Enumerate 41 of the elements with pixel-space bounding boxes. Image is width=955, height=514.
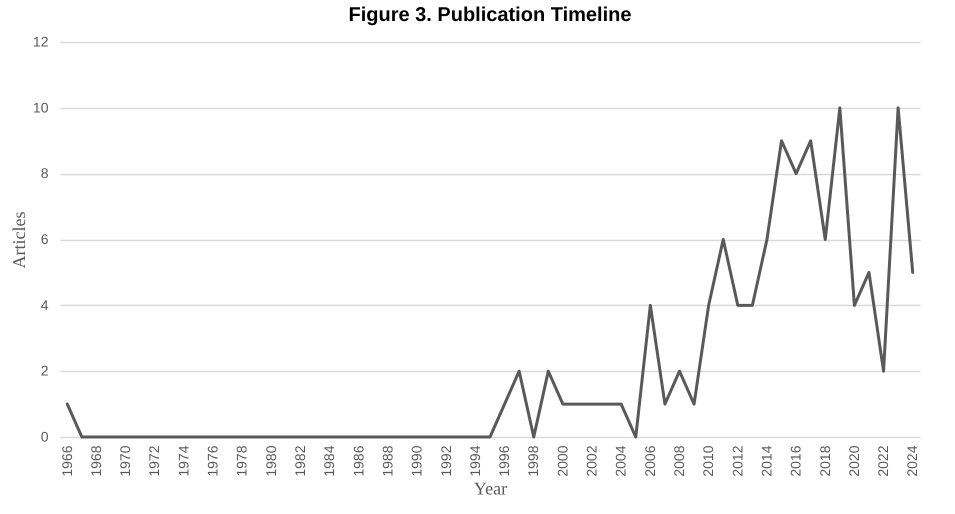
y-tick-label: 4 — [40, 296, 49, 313]
x-tick-label: 2022 — [875, 445, 892, 477]
y-tick-label: 10 — [32, 99, 49, 116]
x-tick-label: 1990 — [408, 445, 425, 477]
x-tick-label: 1996 — [496, 445, 512, 477]
x-tick-label: 1972 — [146, 445, 162, 477]
chart-title: Figure 3. Publication Timeline — [348, 4, 632, 26]
x-tick-label: 2004 — [612, 445, 629, 477]
x-tick-label: 2012 — [729, 445, 746, 477]
x-tick-label: 1988 — [379, 445, 396, 477]
x-tick-label: 2016 — [788, 445, 804, 477]
x-tick-label: 2008 — [670, 445, 687, 477]
line-series — [66, 106, 914, 438]
x-tick-label: 1982 — [292, 445, 308, 477]
y-tick-label: 6 — [40, 231, 49, 247]
x-tick-label: 1968 — [88, 445, 104, 477]
x-axis-title: Year — [474, 478, 508, 499]
x-tick-label: 1970 — [117, 445, 134, 477]
x-tick-label: 1986 — [350, 445, 366, 477]
x-tick-label: 1966 — [58, 445, 75, 477]
x-tick-label: 1992 — [438, 445, 454, 477]
y-tick-label: 0 — [40, 428, 49, 444]
x-tick-label: 2000 — [554, 445, 570, 477]
x-tick-label: 2006 — [642, 445, 658, 477]
x-tick-label: 1978 — [234, 445, 250, 477]
x-tick-label: 1994 — [466, 445, 483, 477]
x-tick-label: 1998 — [525, 445, 542, 477]
y-tick-label: 2 — [40, 362, 49, 379]
x-tick-label: 2024 — [904, 445, 920, 477]
y-tick-label: 12 — [32, 34, 49, 50]
x-tick-label: 2010 — [700, 445, 716, 477]
x-tick-label: 2002 — [584, 445, 600, 477]
y-axis-title: Articles — [8, 212, 29, 268]
x-tick-label: 2014 — [758, 445, 774, 477]
x-tick-label: 1976 — [204, 445, 221, 477]
y-tick-label: 8 — [40, 165, 49, 182]
x-tick-label: 1980 — [262, 445, 279, 477]
x-tick-label: 2020 — [846, 445, 862, 477]
x-tick-label: 1984 — [321, 445, 338, 477]
x-tick-label: 1974 — [175, 445, 192, 477]
x-tick-label: 2018 — [816, 445, 833, 477]
